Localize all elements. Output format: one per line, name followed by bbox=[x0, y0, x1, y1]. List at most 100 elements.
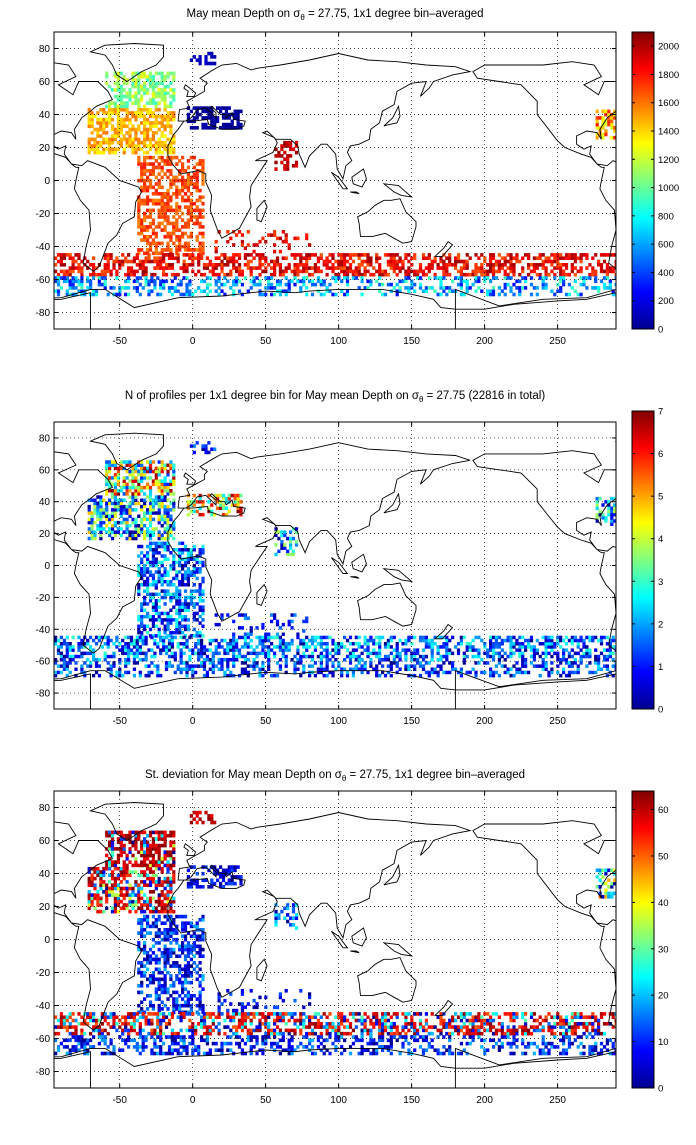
data-cell bbox=[155, 91, 158, 95]
data-cell bbox=[469, 273, 472, 277]
data-cell bbox=[261, 237, 264, 241]
data-cell bbox=[140, 567, 143, 570]
data-cell bbox=[285, 233, 288, 237]
data-cell bbox=[161, 159, 164, 163]
data-cell bbox=[93, 897, 96, 901]
data-cell bbox=[80, 668, 83, 671]
data-cell bbox=[158, 199, 161, 203]
data-cell bbox=[121, 645, 124, 648]
data-cell bbox=[102, 910, 105, 914]
data-cell bbox=[140, 479, 143, 482]
data-cell bbox=[550, 661, 553, 664]
data-cell bbox=[96, 893, 99, 897]
data-cell bbox=[161, 589, 164, 592]
data-cell bbox=[111, 134, 114, 138]
data-cell bbox=[130, 266, 133, 270]
data-cell bbox=[232, 620, 235, 623]
data-cell bbox=[201, 503, 204, 506]
data-cell bbox=[369, 273, 372, 277]
data-cell bbox=[128, 883, 131, 887]
data-cell bbox=[404, 652, 407, 655]
data-cell bbox=[253, 266, 256, 270]
data-cell bbox=[123, 118, 126, 122]
data-cell bbox=[187, 605, 190, 608]
data-cell bbox=[161, 88, 164, 92]
data-cell bbox=[565, 256, 568, 260]
data-cell bbox=[158, 618, 161, 621]
data-cell bbox=[161, 470, 164, 473]
data-cell bbox=[337, 273, 340, 277]
data-cell bbox=[495, 671, 498, 674]
data-cell bbox=[63, 655, 66, 658]
data-cell bbox=[218, 273, 221, 277]
data-cell bbox=[568, 655, 571, 658]
data-cell bbox=[114, 534, 117, 537]
data-cell bbox=[250, 652, 253, 655]
data-cell bbox=[207, 116, 210, 120]
data-cell bbox=[164, 91, 167, 95]
data-cell bbox=[463, 263, 466, 267]
data-cell bbox=[311, 293, 314, 297]
data-cell bbox=[120, 72, 123, 76]
data-cell bbox=[80, 655, 83, 658]
data-cell bbox=[425, 645, 428, 648]
data-cell bbox=[317, 668, 320, 671]
data-cell bbox=[102, 527, 105, 530]
data-cell bbox=[404, 276, 407, 280]
data-cell bbox=[188, 280, 191, 284]
data-cell bbox=[96, 515, 99, 518]
data-cell bbox=[184, 609, 187, 612]
data-cell bbox=[457, 253, 460, 257]
data-cell bbox=[147, 260, 150, 264]
data-cell bbox=[460, 283, 463, 287]
data-cell bbox=[518, 293, 521, 297]
data-cell bbox=[247, 289, 250, 293]
data-cell bbox=[308, 253, 311, 257]
data-cell bbox=[120, 98, 123, 102]
data-cell bbox=[366, 256, 369, 260]
data-cell bbox=[169, 464, 172, 467]
data-cell bbox=[220, 253, 223, 257]
data-cell bbox=[393, 286, 396, 290]
data-cell bbox=[137, 162, 140, 166]
data-cell bbox=[218, 280, 221, 284]
data-cell bbox=[238, 289, 241, 293]
data-cell bbox=[466, 642, 469, 645]
data-cell bbox=[99, 124, 102, 128]
data-cell bbox=[155, 583, 158, 586]
data-cell bbox=[111, 489, 114, 492]
data-cell bbox=[571, 270, 574, 274]
data-cell bbox=[140, 890, 143, 894]
data-cell bbox=[289, 553, 292, 556]
data-cell bbox=[143, 91, 146, 95]
data-cell bbox=[463, 655, 466, 658]
data-cell bbox=[180, 652, 183, 655]
data-cell bbox=[118, 293, 121, 297]
data-cell bbox=[372, 639, 375, 642]
data-cell bbox=[299, 253, 302, 257]
data-cell bbox=[355, 636, 358, 639]
data-cell bbox=[331, 253, 334, 257]
data-cell bbox=[401, 266, 404, 270]
data-cell bbox=[201, 513, 204, 516]
data-cell bbox=[88, 148, 91, 152]
data-cell bbox=[172, 473, 175, 476]
data-cell bbox=[155, 148, 158, 152]
data-cell bbox=[565, 674, 568, 677]
data-cell bbox=[274, 154, 277, 158]
data-cell bbox=[545, 273, 548, 277]
data-cell bbox=[146, 228, 149, 232]
data-cell bbox=[498, 260, 501, 264]
data-cell bbox=[131, 900, 134, 904]
data-cell bbox=[463, 273, 466, 277]
data-cell bbox=[238, 263, 241, 267]
data-cell bbox=[550, 289, 553, 293]
data-cell bbox=[93, 893, 96, 897]
data-cell bbox=[181, 574, 184, 577]
data-cell bbox=[410, 655, 413, 658]
data-cell bbox=[107, 260, 110, 264]
data-cell bbox=[139, 283, 142, 287]
data-cell bbox=[143, 238, 146, 242]
data-cell bbox=[267, 652, 270, 655]
data-cell bbox=[152, 75, 155, 79]
